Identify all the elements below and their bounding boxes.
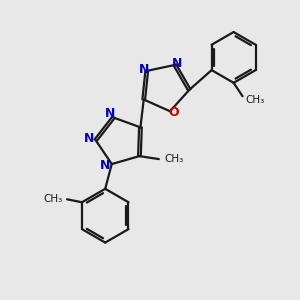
Text: N: N [84,132,94,145]
Text: CH₃: CH₃ [246,95,265,105]
Text: N: N [100,159,110,172]
Text: N: N [139,63,149,76]
Text: O: O [168,106,179,119]
Text: CH₃: CH₃ [164,154,184,164]
Text: CH₃: CH₃ [43,194,62,204]
Text: N: N [172,57,182,70]
Text: N: N [105,106,116,119]
